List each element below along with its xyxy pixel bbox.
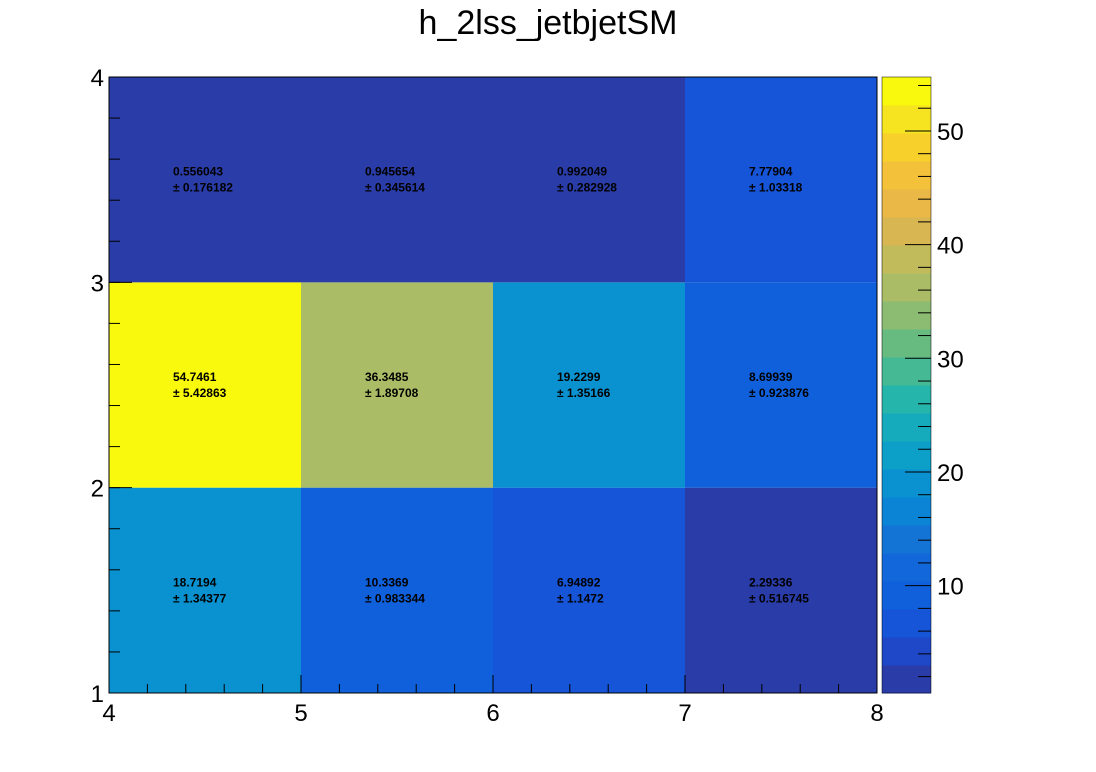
cell-error-label: ± 1.1472	[557, 591, 604, 605]
colorbar-segment	[882, 273, 931, 302]
heatmap-cell	[109, 282, 301, 488]
x-tick-label: 7	[678, 700, 691, 727]
cell-value-label: 36.3485	[365, 370, 409, 384]
cell-value-label: 0.992049	[557, 165, 607, 179]
colorbar-tick-label: 10	[937, 574, 964, 601]
colorbar-segment	[882, 525, 931, 554]
heatmap-cell	[109, 77, 301, 283]
y-tick-label: 1	[91, 681, 104, 708]
heatmap-cell	[685, 282, 877, 488]
cell-value-label: 2.29336	[749, 575, 793, 589]
chart-title: h_2lss_jetbjetSM	[418, 4, 678, 42]
heatmap-cell	[685, 77, 877, 283]
heatmap-cell	[685, 487, 877, 693]
cell-error-label: ± 0.345614	[365, 181, 425, 195]
y-tick-label: 4	[91, 65, 104, 92]
colorbar-tick-label: 40	[937, 233, 964, 260]
colorbar-segment	[882, 133, 931, 162]
colorbar-frame	[881, 76, 932, 694]
colorbar-segment	[882, 665, 931, 694]
cell-error-label: ± 1.35166	[557, 386, 611, 400]
colorbar-segment	[882, 105, 931, 134]
colorbar-segment	[882, 329, 931, 358]
cell-error-label: ± 1.03318	[749, 181, 803, 195]
cell-error-label: ± 0.983344	[365, 591, 425, 605]
cell-error-label: ± 1.89708	[365, 386, 419, 400]
cell-value-label: 18.7194	[173, 575, 217, 589]
colorbar-segment	[882, 441, 931, 470]
cell-error-label: ± 0.516745	[749, 591, 809, 605]
colorbar-tick-label: 30	[937, 346, 964, 373]
colorbar-segment	[882, 609, 931, 638]
colorbar-segment	[882, 301, 931, 330]
cell-value-label: 6.94892	[557, 575, 601, 589]
colorbar-segment	[882, 385, 931, 414]
x-tick-label: 6	[486, 700, 499, 727]
cell-value-label: 10.3369	[365, 575, 409, 589]
x-tick-label: 8	[870, 700, 883, 727]
cell-error-label: ± 0.176182	[173, 181, 233, 195]
cell-value-label: 19.2299	[557, 370, 601, 384]
colorbar-segment	[882, 77, 931, 106]
cell-value-label: 54.7461	[173, 370, 217, 384]
colorbar-segment	[882, 497, 931, 526]
heatmap-cell	[301, 77, 493, 283]
x-tick-label: 5	[294, 700, 307, 727]
cell-value-label: 7.77904	[749, 165, 793, 179]
cell-error-label: ± 5.42863	[173, 386, 227, 400]
cell-error-label: ± 0.923876	[749, 386, 809, 400]
heatmap-cell	[493, 77, 685, 283]
heatmap-cell	[493, 282, 685, 488]
colorbar-segment	[882, 161, 931, 190]
heatmap-cell	[301, 282, 493, 488]
cell-error-label: ± 0.282928	[557, 181, 617, 195]
y-tick-label: 3	[91, 270, 104, 297]
colorbar-segment	[882, 217, 931, 246]
colorbar-segment	[882, 245, 931, 274]
colorbar-segment	[882, 637, 931, 666]
colorbar-tick-label: 20	[937, 460, 964, 487]
colorbar-segment	[882, 413, 931, 442]
y-tick-label: 2	[91, 476, 104, 503]
colorbar-segment	[882, 469, 931, 498]
cell-value-label: 0.945654	[365, 165, 415, 179]
heatmap-cell	[109, 487, 301, 693]
heatmap-cell	[301, 487, 493, 693]
colorbar-tick-label: 50	[937, 119, 964, 146]
cell-value-label: 8.69939	[749, 370, 793, 384]
colorbar-segment	[882, 189, 931, 218]
cell-error-label: ± 1.34377	[173, 591, 227, 605]
cell-value-label: 0.556043	[173, 165, 223, 179]
heatmap-cell	[493, 487, 685, 693]
x-tick-label: 4	[102, 700, 115, 727]
colorbar-segment	[882, 553, 931, 582]
